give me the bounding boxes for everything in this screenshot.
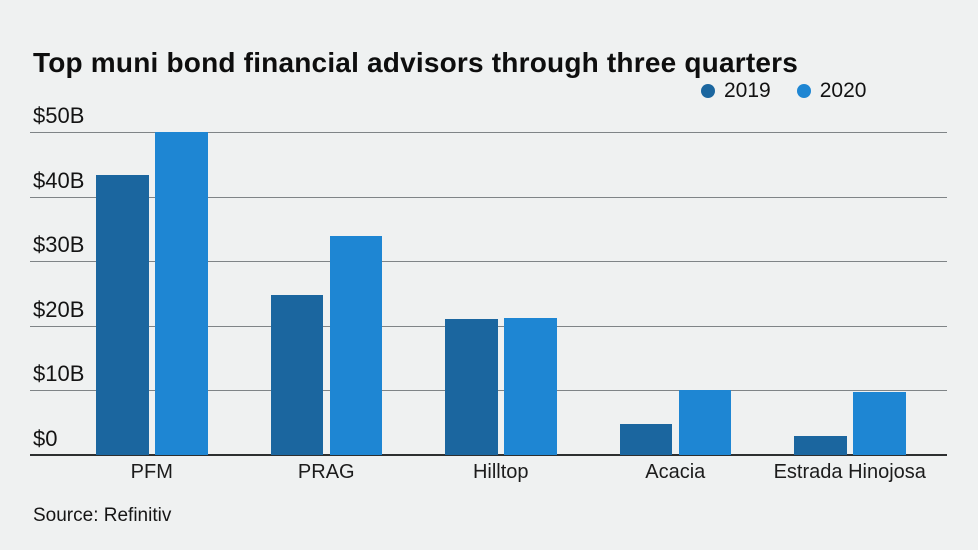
y-tick-label-$40B: $40B: [33, 167, 85, 193]
bar-hilltop-2019: [445, 319, 498, 455]
category-label-acacia: Acacia: [645, 461, 706, 483]
bar-pfm-2020: [155, 132, 208, 455]
category-label-estrada-hinojosa: Estrada Hinojosa: [773, 461, 926, 483]
gridline-$30B: [30, 261, 947, 263]
legend-label-2019: 2019: [724, 79, 771, 102]
bar-estrada-hinojosa-2020: [853, 391, 906, 455]
source-note: Source: Refinitiv: [33, 505, 172, 526]
bar-acacia-2020: [678, 390, 731, 455]
legend-dot-2020-icon: [796, 84, 811, 98]
bar-hilltop-2020: [504, 318, 557, 455]
bar-pfm-2019: [96, 175, 149, 455]
legend: 2019 2020: [701, 79, 866, 103]
y-tick-label-$30B: $30B: [33, 232, 85, 258]
y-tick-label-$10B: $10B: [33, 361, 85, 387]
bar-prag-2020: [329, 236, 382, 455]
bar-prag-2019: [270, 295, 323, 455]
y-tick-label-$20B: $20B: [33, 296, 85, 322]
legend-item-2019: 2019: [701, 79, 771, 103]
y-tick-label-$0: $0: [33, 426, 58, 451]
legend-dot-2019-icon: [701, 84, 715, 98]
gridline-$50B: [30, 132, 947, 133]
y-tick-label-$50B: $50B: [33, 103, 85, 128]
bar-estrada-hinojosa-2019: [794, 436, 847, 455]
chart-title: Top muni bond financial advisors through…: [33, 46, 798, 78]
legend-label-2020: 2020: [819, 79, 867, 102]
category-label-pfm: PFM: [130, 461, 173, 483]
category-label-prag: PRAG: [297, 461, 355, 483]
x-axis-line: [30, 454, 947, 456]
bar-acacia-2019: [619, 423, 672, 455]
legend-item-2020: 2020: [796, 79, 867, 103]
gridline-$40B: [30, 196, 947, 198]
category-label-hilltop: Hilltop: [472, 461, 529, 483]
